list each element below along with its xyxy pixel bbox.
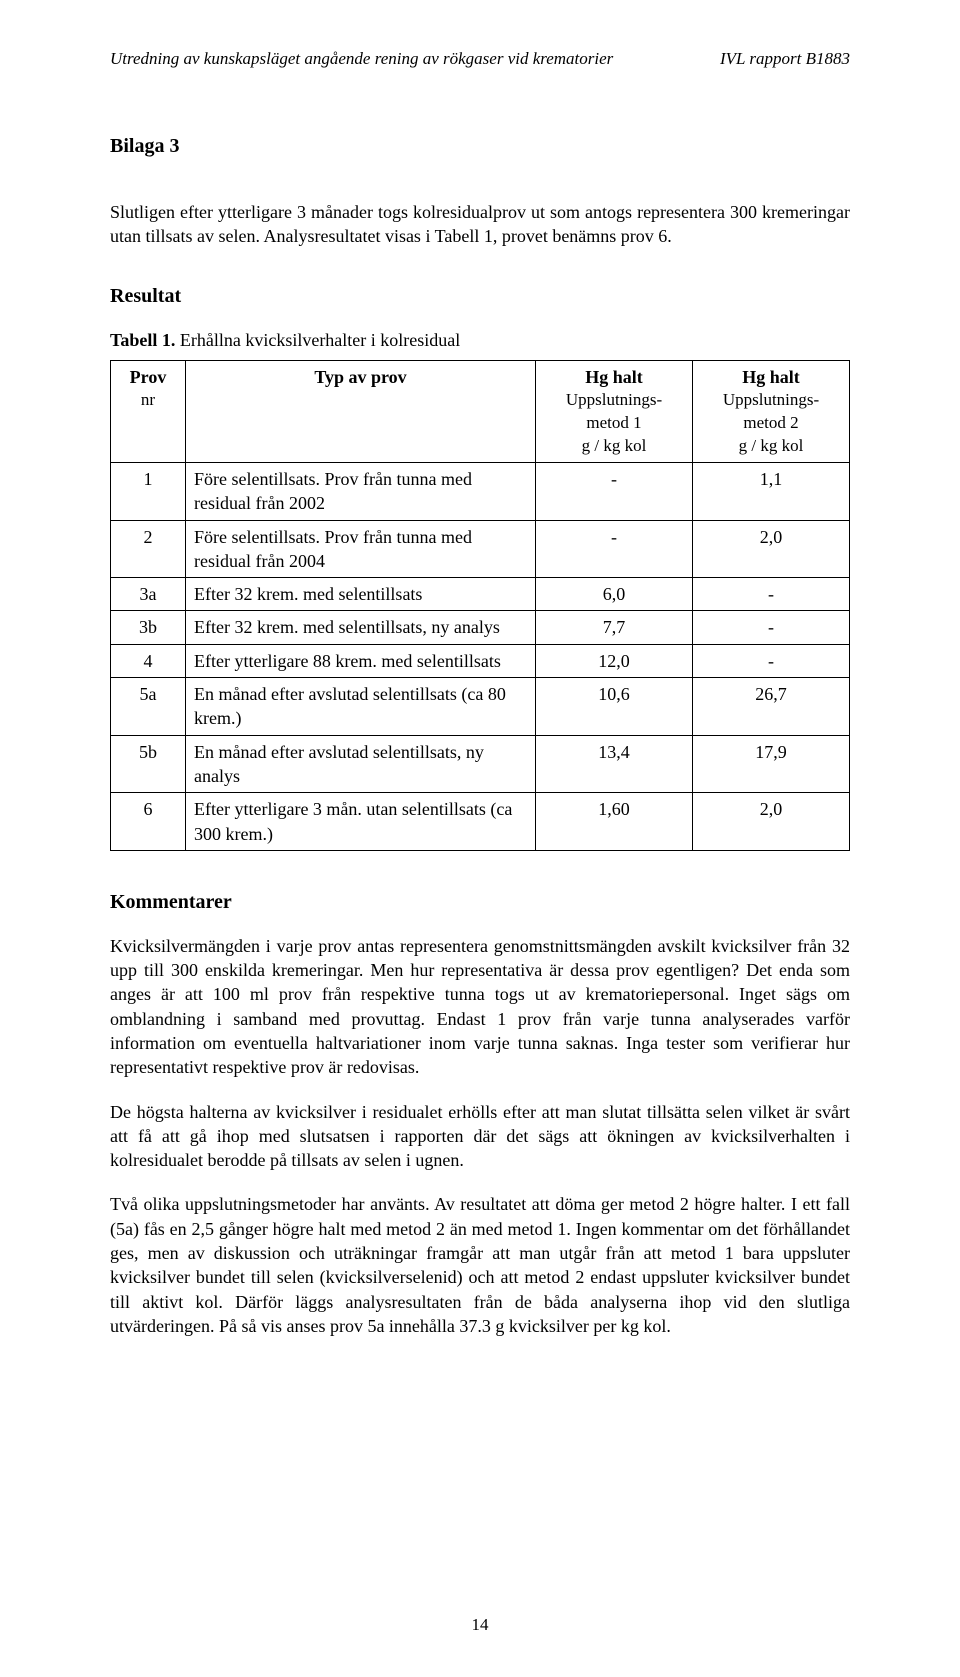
table-caption: Tabell 1. Erhållna kvicksilverhalter i k… xyxy=(110,328,850,352)
col-header-hg2-l1: Hg halt xyxy=(742,367,800,387)
resultat-heading: Resultat xyxy=(110,283,850,310)
cell-typ: Efter ytterligare 3 mån. utan selentills… xyxy=(186,793,536,851)
cell-nr: 4 xyxy=(111,644,186,677)
col-header-hg1-l3: g / kg kol xyxy=(544,435,684,458)
table-row: 6Efter ytterligare 3 mån. utan selentill… xyxy=(111,793,850,851)
cell-hg2: 2,0 xyxy=(693,793,850,851)
table-row: 4Efter ytterligare 88 krem. med selentil… xyxy=(111,644,850,677)
cell-nr: 2 xyxy=(111,520,186,578)
table-row: 3aEfter 32 krem. med selentillsats6,0- xyxy=(111,578,850,611)
cell-typ: En månad efter avslutad selentillsats, n… xyxy=(186,735,536,793)
cell-typ: Efter 32 krem. med selentillsats, ny ana… xyxy=(186,611,536,644)
running-header: Utredning av kunskapsläget angående reni… xyxy=(110,48,850,71)
kommentar-paragraph-2: De högsta halterna av kvicksilver i resi… xyxy=(110,1100,850,1173)
col-header-hg2-l2: Uppslutnings- metod 2 xyxy=(701,389,841,435)
header-left: Utredning av kunskapsläget angående reni… xyxy=(110,48,613,71)
table-row: 2Före selentillsats. Prov från tunna med… xyxy=(111,520,850,578)
cell-typ: Före selentillsats. Prov från tunna med … xyxy=(186,462,536,520)
table-header-row: Prov nr Typ av prov Hg halt Uppslutnings… xyxy=(111,360,850,462)
col-header-prov: Prov xyxy=(130,367,167,387)
col-header-prov-nr: Prov nr xyxy=(111,360,186,462)
col-header-hg1-l2: Uppslutnings- metod 1 xyxy=(544,389,684,435)
cell-typ: Före selentillsats. Prov från tunna med … xyxy=(186,520,536,578)
cell-nr: 5b xyxy=(111,735,186,793)
table-row: 1Före selentillsats. Prov från tunna med… xyxy=(111,462,850,520)
col-header-nr: nr xyxy=(119,389,177,412)
cell-hg1: 12,0 xyxy=(536,644,693,677)
col-header-typ: Typ av prov xyxy=(186,360,536,462)
cell-hg1: 7,7 xyxy=(536,611,693,644)
cell-nr: 5a xyxy=(111,678,186,736)
page-number: 14 xyxy=(0,1614,960,1637)
kommentarer-heading: Kommentarer xyxy=(110,889,850,916)
cell-nr: 6 xyxy=(111,793,186,851)
cell-hg2: - xyxy=(693,578,850,611)
col-header-hg1-l1: Hg halt xyxy=(585,367,643,387)
kommentar-paragraph-1: Kvicksilvermängden i varje prov antas re… xyxy=(110,934,850,1080)
cell-hg1: 1,60 xyxy=(536,793,693,851)
cell-hg1: - xyxy=(536,520,693,578)
cell-hg2: 17,9 xyxy=(693,735,850,793)
cell-hg2: 2,0 xyxy=(693,520,850,578)
table-row: 5aEn månad efter avslutad selentillsats … xyxy=(111,678,850,736)
kommentar-paragraph-3: Två olika uppslutningsmetoder har använt… xyxy=(110,1192,850,1338)
cell-nr: 3a xyxy=(111,578,186,611)
col-header-hg1: Hg halt Uppslutnings- metod 1 g / kg kol xyxy=(536,360,693,462)
intro-paragraph: Slutligen efter ytterligare 3 månader to… xyxy=(110,200,850,249)
cell-nr: 3b xyxy=(111,611,186,644)
cell-hg1: 6,0 xyxy=(536,578,693,611)
col-header-typ-text: Typ av prov xyxy=(314,367,406,387)
col-header-hg2-l3: g / kg kol xyxy=(701,435,841,458)
cell-hg1: 10,6 xyxy=(536,678,693,736)
cell-typ: Efter ytterligare 88 krem. med selentill… xyxy=(186,644,536,677)
cell-hg2: - xyxy=(693,644,850,677)
cell-hg1: - xyxy=(536,462,693,520)
cell-typ: Efter 32 krem. med selentillsats xyxy=(186,578,536,611)
col-header-hg2: Hg halt Uppslutnings- metod 2 g / kg kol xyxy=(693,360,850,462)
cell-hg1: 13,4 xyxy=(536,735,693,793)
cell-hg2: 26,7 xyxy=(693,678,850,736)
table-caption-bold: Tabell 1. xyxy=(110,330,175,350)
cell-hg2: - xyxy=(693,611,850,644)
table-row: 5bEn månad efter avslutad selentillsats,… xyxy=(111,735,850,793)
cell-typ: En månad efter avslutad selentillsats (c… xyxy=(186,678,536,736)
results-table: Prov nr Typ av prov Hg halt Uppslutnings… xyxy=(110,360,850,851)
cell-nr: 1 xyxy=(111,462,186,520)
header-right: IVL rapport B1883 xyxy=(720,48,850,71)
cell-hg2: 1,1 xyxy=(693,462,850,520)
table-row: 3bEfter 32 krem. med selentillsats, ny a… xyxy=(111,611,850,644)
table-caption-rest: Erhållna kvicksilverhalter i kolresidual xyxy=(175,330,460,350)
appendix-label: Bilaga 3 xyxy=(110,133,850,160)
